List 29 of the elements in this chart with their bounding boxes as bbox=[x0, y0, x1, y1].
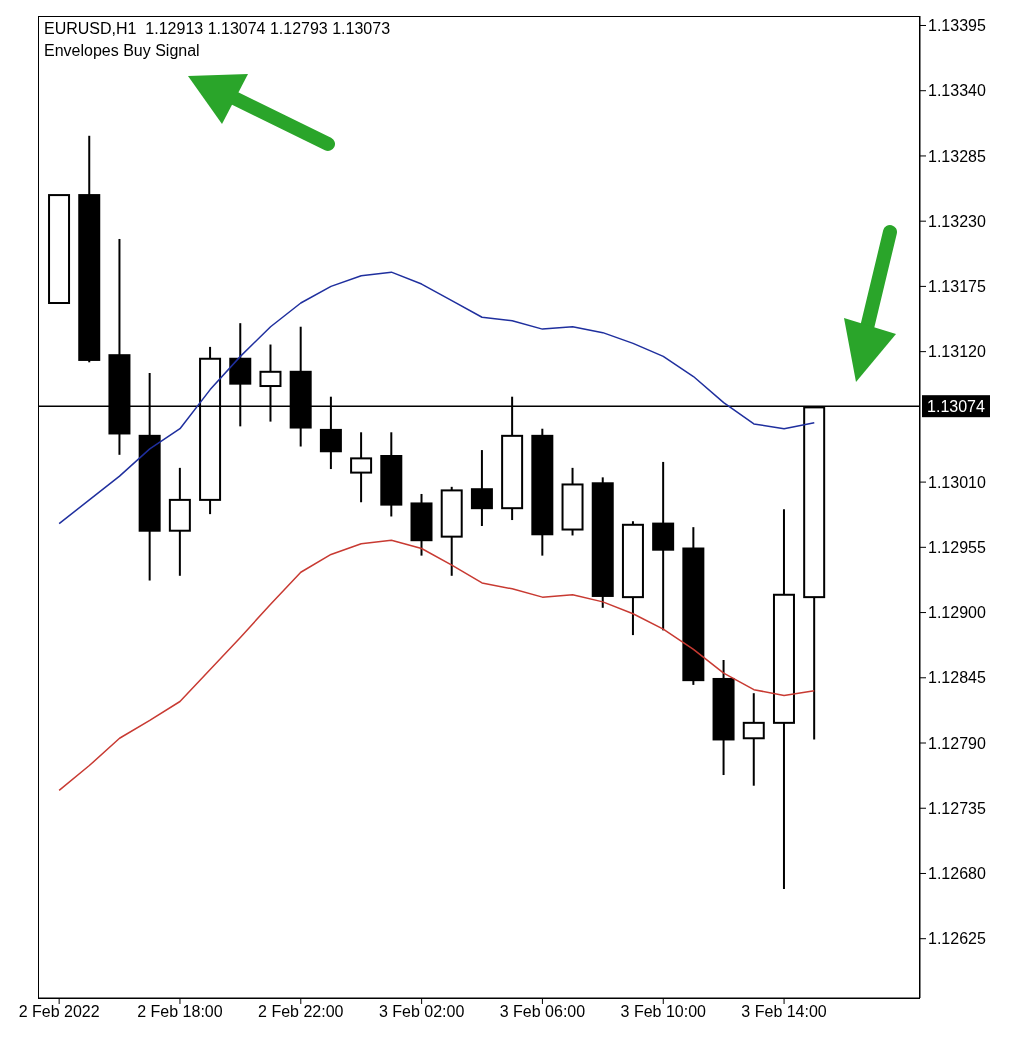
y-tick-label: 1.13120 bbox=[928, 343, 986, 361]
y-tick-label: 1.12735 bbox=[928, 799, 986, 817]
y-tick-label: 1.12680 bbox=[928, 865, 986, 883]
y-tick-label: 1.13340 bbox=[928, 82, 986, 100]
y-tick-label: 1.12845 bbox=[928, 669, 986, 687]
y-tick-label: 1.12625 bbox=[928, 930, 986, 948]
x-tick-label: 3 Feb 02:00 bbox=[378, 1003, 465, 1021]
candlestick bbox=[350, 431, 373, 504]
y-tick-label: 1.12955 bbox=[928, 539, 986, 556]
x-tick-label: 2 Feb 22:00 bbox=[258, 1003, 344, 1021]
y-tick-label: 1.13010 bbox=[928, 473, 986, 491]
line-series bbox=[58, 539, 816, 792]
y-tick-label: 1.13230 bbox=[928, 212, 986, 230]
x-tick-label: 3 Feb 10:00 bbox=[620, 1003, 707, 1021]
y-tick-label: 1.13395 bbox=[928, 17, 986, 35]
y-tick-label: 1.12790 bbox=[928, 734, 986, 752]
text: Envelopes Buy Signal bbox=[44, 42, 200, 60]
y-tick-label: 1.12900 bbox=[928, 604, 986, 622]
x-tick-label: 3 Feb 14:00 bbox=[741, 1003, 827, 1021]
x-tick-label: 2 Feb 2022 bbox=[18, 1003, 100, 1021]
y-tick-label: 1.13175 bbox=[928, 278, 986, 296]
line-series bbox=[58, 271, 816, 525]
x-tick-label: 3 Feb 06:00 bbox=[499, 1003, 586, 1021]
candlestick bbox=[470, 449, 493, 527]
x-tick-label: 2 Feb 18:00 bbox=[137, 1003, 223, 1021]
chart-title: EURUSD,H1 1.12913 1.13074 1.12793 1.13073 bbox=[44, 20, 391, 38]
candlestick bbox=[742, 692, 765, 787]
ref-line-label: 1.13074 bbox=[927, 398, 986, 416]
y-tick-label: 1.13285 bbox=[928, 147, 986, 165]
